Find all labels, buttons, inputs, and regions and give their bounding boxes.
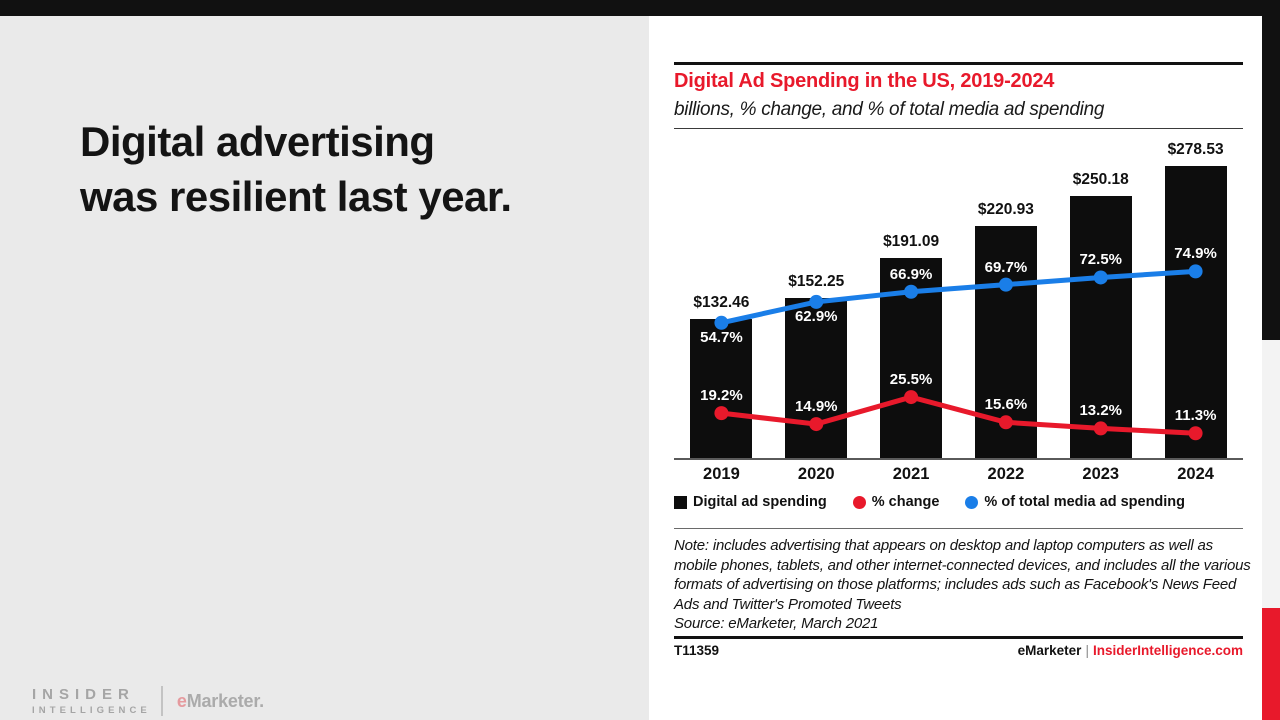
line-point <box>1093 270 1108 285</box>
footer-separator: | <box>1085 643 1089 658</box>
bar-value-label: $132.46 <box>693 294 750 312</box>
footer-emarketer: eMarketer <box>1017 643 1082 658</box>
line-point <box>1188 264 1203 279</box>
line-point <box>998 277 1013 292</box>
logo-divider <box>160 686 163 716</box>
bar-value-label: $191.09 <box>883 232 940 250</box>
x-axis-label: 2022 <box>987 465 1025 483</box>
legend-rule <box>674 528 1243 529</box>
emarketer-logo: eMarketer. <box>176 690 264 711</box>
line-point <box>1093 421 1108 436</box>
blue-dot-legend-marker <box>965 495 979 509</box>
chart-note: Note: includes advertising that appears … <box>674 536 1252 634</box>
note-text: Note: includes advertising that appears … <box>674 537 1251 613</box>
insider-intelligence-logo: INSIDER INTELLIGENCE <box>32 685 151 716</box>
line-value-label: 72.5% <box>1079 251 1123 269</box>
chart-id: T11359 <box>674 643 720 658</box>
line-point <box>714 406 729 421</box>
bar-2019 <box>690 319 753 458</box>
bar-2023 <box>1069 195 1132 458</box>
line-series-layer <box>714 264 1203 441</box>
line-point <box>714 315 729 330</box>
line--of-total-media-ad-spending <box>720 268 1196 326</box>
line-value-label: 19.2% <box>700 387 743 405</box>
line-value-label: 66.9% <box>889 265 933 283</box>
footer-site-link[interactable]: InsiderIntelligence.com <box>1092 643 1243 658</box>
x-axis-label: 2020 <box>797 465 835 483</box>
footer-rule <box>674 636 1243 639</box>
subtitle-rule <box>674 128 1243 129</box>
bar-value-label: $250.18 <box>1072 170 1129 188</box>
right-accent-red <box>1262 608 1280 720</box>
bar-value-label: $278.53 <box>1167 141 1224 159</box>
bar-value-label: $220.93 <box>977 201 1034 219</box>
line-value-label: 62.9% <box>794 307 838 325</box>
line-value-label: 11.3% <box>1174 407 1217 425</box>
line-point <box>809 417 824 432</box>
legend-item-pct-change: % change <box>852 494 940 510</box>
line-point <box>904 284 919 299</box>
chart-footer: T11359 eMarketer | InsiderIntelligence.com <box>674 643 1243 658</box>
line-point <box>904 390 919 405</box>
line-point <box>809 294 824 309</box>
footer-branding: eMarketer | InsiderIntelligence.com <box>1018 643 1243 658</box>
headline-line-2: was resilient last year. <box>80 173 512 221</box>
chart-panel: Digital Ad Spending in the US, 2019-2024… <box>649 16 1262 720</box>
x-axis-label: 2021 <box>892 465 930 483</box>
header-rule <box>674 62 1243 65</box>
bar-value-label: $152.25 <box>788 273 845 291</box>
legend-label: Digital ad spending <box>693 494 827 510</box>
brand-logos: INSIDER INTELLIGENCE eMarketer. <box>32 686 264 716</box>
chart-legend: Digital ad spending % change % of total … <box>674 494 1185 510</box>
line-value-label: 15.6% <box>984 396 1028 414</box>
right-accent-black <box>1262 0 1280 340</box>
chart-title: Digital Ad Spending in the US, 2019-2024 <box>674 70 1055 92</box>
x-axis-label: 2024 <box>1177 465 1214 483</box>
right-accent-gray <box>1262 340 1280 608</box>
source-text: Source: eMarketer, March 2021 <box>674 615 879 632</box>
x-axis-label: 2023 <box>1082 465 1120 483</box>
chart-plot-area: $132.46 2019 $152.25 2020 $191.09 2021 $220.93… <box>674 140 1243 483</box>
line-value-label: 69.7% <box>984 258 1028 276</box>
chart-subtitle: billions, % change, and % of total media… <box>674 99 1105 120</box>
line-point <box>1188 426 1203 441</box>
legend-item-pct-total-media: % of total media ad spending <box>965 494 1185 510</box>
slide-headline: Digital advertising was resilient last y… <box>80 114 512 225</box>
legend-item-digital-ad-spending: Digital ad spending <box>674 494 827 510</box>
top-accent-bar <box>0 0 1280 16</box>
bar-legend-marker <box>674 495 687 509</box>
line-value-label: 74.9% <box>1174 245 1217 263</box>
line-value-label: 13.2% <box>1079 402 1123 420</box>
line-point <box>998 415 1013 430</box>
legend-label: % of total media ad spending <box>984 494 1186 510</box>
line-value-label: 54.7% <box>700 328 743 346</box>
headline-panel: Digital advertising was resilient last y… <box>0 16 649 720</box>
legend-label: % change <box>871 494 940 510</box>
red-dot-legend-marker <box>852 495 866 509</box>
x-axis-label: 2019 <box>703 465 740 483</box>
line-value-label: 14.9% <box>794 398 838 416</box>
x-axis <box>674 458 1243 460</box>
bar-2024 <box>1164 166 1227 458</box>
headline-line-1: Digital advertising <box>80 118 435 165</box>
bar-2020 <box>785 298 848 458</box>
line-value-label: 25.5% <box>889 371 933 389</box>
line--change <box>721 394 1196 436</box>
